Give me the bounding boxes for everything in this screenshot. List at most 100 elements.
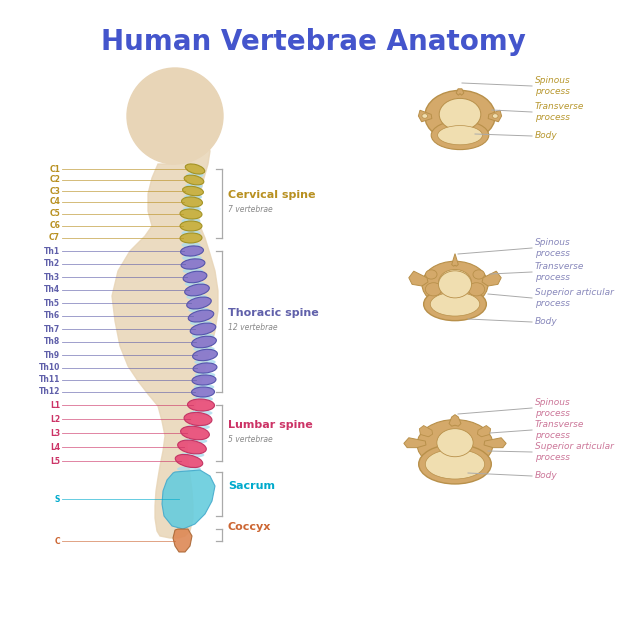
Ellipse shape [183, 271, 207, 283]
Text: C: C [54, 536, 60, 545]
Ellipse shape [187, 297, 212, 309]
Text: Th4: Th4 [44, 285, 60, 294]
Ellipse shape [438, 271, 471, 298]
Text: C6: C6 [49, 222, 60, 230]
Polygon shape [419, 426, 433, 437]
Ellipse shape [425, 449, 485, 479]
Ellipse shape [473, 270, 485, 279]
Ellipse shape [190, 411, 212, 415]
Ellipse shape [189, 308, 209, 312]
Ellipse shape [195, 373, 215, 377]
Polygon shape [449, 414, 461, 426]
Ellipse shape [468, 283, 485, 296]
Text: Transverse
process: Transverse process [535, 102, 585, 121]
Ellipse shape [192, 336, 217, 348]
Text: 12 vertebrae: 12 vertebrae [228, 323, 277, 332]
Text: Th6: Th6 [44, 312, 60, 321]
Text: Superior articular
process: Superior articular process [535, 289, 614, 308]
Text: C3: C3 [49, 187, 60, 195]
Text: Spinous
process: Spinous process [535, 398, 571, 418]
Ellipse shape [417, 419, 493, 469]
Ellipse shape [183, 187, 203, 196]
Text: 5 vertebrae: 5 vertebrae [228, 434, 273, 443]
Ellipse shape [431, 121, 489, 150]
Text: L4: L4 [50, 443, 60, 451]
Ellipse shape [186, 184, 202, 188]
Text: Th3: Th3 [44, 272, 60, 282]
Text: C2: C2 [49, 175, 60, 185]
Ellipse shape [182, 231, 200, 235]
Ellipse shape [419, 444, 491, 484]
Ellipse shape [190, 321, 212, 325]
Ellipse shape [183, 256, 201, 260]
Ellipse shape [180, 246, 203, 256]
Text: Spinous
process: Spinous process [535, 239, 571, 258]
Text: Th10: Th10 [39, 364, 60, 372]
Text: Body: Body [535, 317, 558, 327]
Ellipse shape [183, 439, 207, 443]
Ellipse shape [193, 349, 217, 361]
Text: Superior articular
process: Superior articular process [535, 443, 614, 462]
Polygon shape [488, 110, 501, 122]
Ellipse shape [178, 467, 200, 471]
Ellipse shape [195, 360, 215, 364]
Text: Th8: Th8 [44, 337, 60, 347]
Ellipse shape [182, 197, 202, 207]
Polygon shape [484, 438, 506, 448]
Text: Lumbar spine: Lumbar spine [228, 420, 313, 430]
Text: C1: C1 [49, 165, 60, 173]
Text: Th9: Th9 [44, 351, 60, 359]
Text: L3: L3 [50, 429, 60, 438]
Ellipse shape [178, 440, 207, 454]
Ellipse shape [181, 259, 205, 269]
Text: Body: Body [535, 131, 558, 140]
Ellipse shape [439, 98, 481, 130]
Ellipse shape [424, 288, 486, 321]
Ellipse shape [180, 453, 203, 457]
Ellipse shape [192, 387, 215, 397]
Text: L5: L5 [50, 456, 60, 466]
Ellipse shape [422, 114, 428, 118]
Polygon shape [162, 470, 215, 529]
Text: Th1: Th1 [44, 247, 60, 255]
Ellipse shape [194, 347, 214, 351]
Text: Th2: Th2 [44, 260, 60, 269]
Text: Cervical spine: Cervical spine [228, 190, 316, 200]
Text: Thoracic spine: Thoracic spine [228, 309, 319, 319]
Text: Coccyx: Coccyx [228, 522, 272, 532]
Ellipse shape [183, 207, 200, 211]
Text: C5: C5 [49, 210, 60, 218]
Ellipse shape [181, 426, 209, 439]
Ellipse shape [437, 429, 473, 457]
Ellipse shape [185, 282, 205, 286]
Ellipse shape [180, 233, 202, 243]
Ellipse shape [182, 243, 200, 247]
Text: Transverse
process: Transverse process [535, 262, 585, 282]
Ellipse shape [194, 397, 212, 401]
Polygon shape [482, 271, 501, 286]
Polygon shape [112, 126, 218, 538]
Ellipse shape [180, 209, 202, 219]
Polygon shape [456, 89, 464, 95]
Text: Th7: Th7 [44, 324, 60, 334]
Ellipse shape [425, 90, 495, 141]
Ellipse shape [492, 114, 498, 118]
Text: L2: L2 [50, 414, 60, 424]
Text: Th12: Th12 [39, 387, 60, 396]
Text: Spinous
process: Spinous process [535, 76, 571, 96]
Ellipse shape [425, 283, 442, 296]
Text: C7: C7 [49, 233, 60, 242]
Text: 7 vertebrae: 7 vertebrae [228, 205, 273, 214]
Ellipse shape [182, 219, 200, 223]
Text: Transverse
process: Transverse process [535, 420, 585, 439]
Ellipse shape [193, 334, 213, 338]
Ellipse shape [183, 269, 203, 273]
Ellipse shape [188, 399, 215, 411]
Ellipse shape [185, 164, 205, 174]
Polygon shape [173, 529, 192, 552]
Text: Th5: Th5 [44, 299, 60, 307]
Polygon shape [409, 271, 428, 286]
Ellipse shape [187, 173, 203, 177]
Ellipse shape [187, 295, 207, 299]
Ellipse shape [184, 413, 212, 426]
